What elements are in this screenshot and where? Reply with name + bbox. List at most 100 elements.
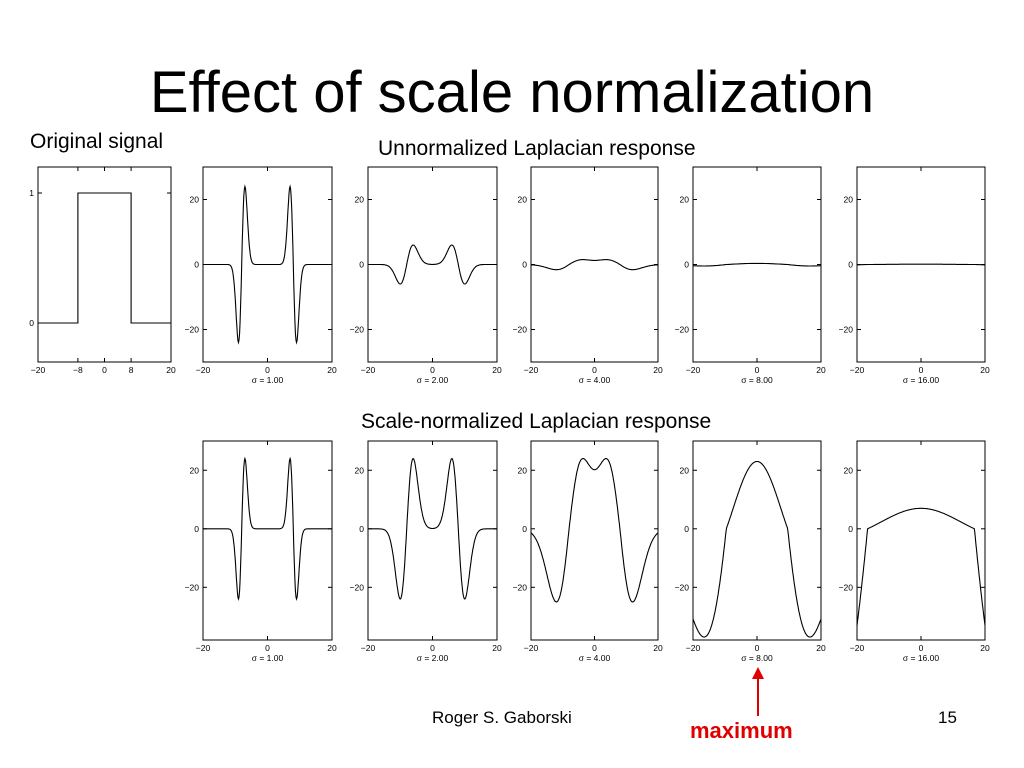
x-axis-label: σ = 1.00 [252,653,284,663]
x-tick-label: −20 [524,643,539,653]
x-tick-label: −20 [196,643,211,653]
y-tick-label: 20 [680,195,690,205]
plot-frame-unnormalized-sigma-8 [692,166,822,363]
series-line-unnormalized-sigma-1 [203,184,332,345]
y-tick-label: 20 [680,465,690,475]
y-tick-label: 1 [29,188,34,198]
y-tick-label: 0 [29,318,34,328]
x-tick-label: −20 [686,643,701,653]
y-tick-label: 0 [359,260,364,270]
plot-frame-unnormalized-sigma-4 [530,166,659,363]
x-tick-label: 0 [755,643,760,653]
x-tick-label: −20 [196,365,211,375]
maximum-arrow-head [752,667,764,679]
x-tick-label: 0 [265,365,270,375]
original-signal-label: Original signal [30,130,164,153]
series-line-normalized-sigma-4 [530,458,659,603]
x-tick-label: −20 [686,365,701,375]
y-tick-label: 20 [518,195,528,205]
x-tick-label: 0 [265,643,270,653]
y-tick-label: 20 [190,195,200,205]
x-axis-label: σ = 4.00 [579,653,611,663]
y-tick-label: 0 [194,260,199,270]
y-tick-label: 20 [518,465,528,475]
series-line-unnormalized-sigma-16 [857,263,985,266]
y-tick-label: −20 [350,582,365,592]
series-line-normalized-sigma-16 [856,507,986,626]
y-tick-label: 20 [190,465,200,475]
y-tick-label: −20 [185,325,200,335]
y-tick-label: 0 [684,524,689,534]
plot-frame-normalized-sigma-8 [692,440,822,641]
x-axis-label: σ = 8.00 [741,375,773,385]
y-tick-label: 0 [848,524,853,534]
x-axis-label: σ = 16.00 [903,375,939,385]
page-number: 15 [938,708,957,727]
y-tick-label: 0 [522,260,527,270]
x-tick-label: −8 [73,365,83,375]
y-tick-label: 20 [844,195,854,205]
x-tick-label: 0 [592,365,597,375]
plot-frame-normalized-sigma-16 [856,440,986,641]
y-tick-label: −20 [513,325,528,335]
x-tick-label: −20 [524,365,539,375]
series-line-unnormalized-sigma-2 [368,244,497,285]
x-axis-label: σ = 8.00 [741,653,773,663]
series-line-normalized-sigma-2 [368,457,497,600]
x-tick-label: 20 [980,643,990,653]
x-tick-label: −20 [361,643,376,653]
x-tick-label: 20 [980,365,990,375]
plot-frame-normalized-sigma-2 [367,440,498,641]
x-tick-label: 20 [327,643,337,653]
y-tick-label: 0 [522,524,527,534]
y-tick-label: −20 [839,325,854,335]
x-axis-label: σ = 16.00 [903,653,939,663]
x-tick-label: 20 [816,643,826,653]
x-axis-label: σ = 2.00 [417,375,449,385]
y-tick-label: −20 [675,582,690,592]
slide-title: Effect of scale normalization [149,60,875,125]
y-tick-label: 20 [355,195,365,205]
x-tick-label: 20 [327,365,337,375]
x-tick-label: 0 [430,643,435,653]
x-tick-label: 0 [430,365,435,375]
x-axis-label: σ = 4.00 [579,375,611,385]
y-tick-label: 0 [359,524,364,534]
normalized-label: Scale-normalized Laplacian response [361,410,712,433]
x-tick-label: 0 [755,365,760,375]
maximum-annotation: maximum [690,718,793,743]
y-tick-label: 0 [684,260,689,270]
y-tick-label: 0 [848,260,853,270]
x-tick-label: −20 [31,365,46,375]
y-tick-label: −20 [185,582,200,592]
author-footer: Roger S. Gaborski [432,708,572,727]
x-axis-label: σ = 1.00 [252,375,284,385]
series-line-normalized-sigma-8 [692,460,822,638]
x-tick-label: −20 [850,643,865,653]
x-tick-label: 0 [102,365,107,375]
plot-frame-normalized-sigma-1 [202,440,333,641]
series-line-normalized-sigma-1 [203,456,332,601]
x-tick-label: 0 [919,365,924,375]
unnormalized-label: Unnormalized Laplacian response [378,137,696,160]
y-tick-label: 0 [194,524,199,534]
plot-frame-normalized-sigma-4 [530,440,659,641]
y-tick-label: 20 [844,465,854,475]
plot-frame-original-signal [37,166,172,363]
x-tick-label: −20 [361,365,376,375]
series-line-original-signal [38,192,171,324]
x-axis-label: σ = 2.00 [417,653,449,663]
y-tick-label: −20 [350,325,365,335]
x-tick-label: −20 [850,365,865,375]
x-tick-label: 8 [129,365,134,375]
y-tick-label: 20 [355,465,365,475]
x-tick-label: 20 [653,643,663,653]
y-tick-label: −20 [513,582,528,592]
x-tick-label: 0 [592,643,597,653]
x-tick-label: 0 [919,643,924,653]
x-tick-label: 20 [816,365,826,375]
series-line-unnormalized-sigma-8 [693,262,821,267]
x-tick-label: 20 [653,365,663,375]
series-line-unnormalized-sigma-4 [531,259,658,271]
